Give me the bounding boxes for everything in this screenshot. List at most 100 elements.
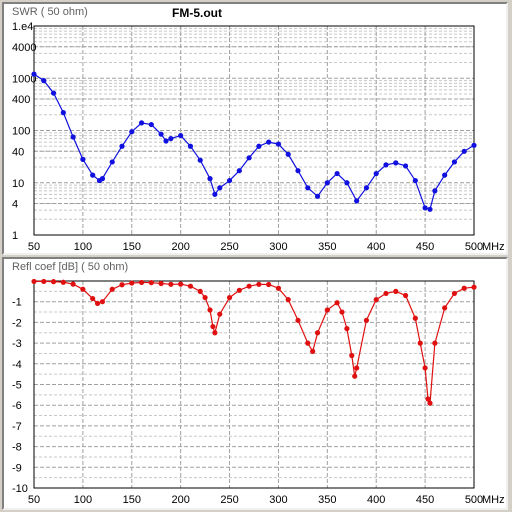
data-point: [236, 168, 242, 174]
data-point: [246, 283, 252, 289]
plot-frame: [33, 25, 475, 236]
x-tick-label: 350: [318, 241, 336, 253]
data-point: [70, 134, 76, 140]
data-point: [197, 288, 203, 294]
data-point: [471, 284, 477, 290]
data-point: [226, 177, 233, 184]
y-tick-label: -1: [12, 297, 22, 309]
data-point: [471, 142, 477, 148]
y-tick-label: 4000: [12, 42, 36, 54]
data-point: [310, 348, 316, 354]
data-point: [31, 71, 37, 77]
data-point: [305, 340, 311, 346]
swr-chart: 1 4 10 40 100 400 1000 4000 1.e4 50 100 150 200 250 30…: [12, 21, 505, 253]
x-tick-label: 500: [465, 494, 483, 506]
data-point: [373, 297, 379, 303]
data-point: [119, 282, 125, 288]
y-tick-label: 400: [12, 94, 30, 106]
data-point: [266, 139, 272, 145]
data-point: [148, 280, 154, 286]
data-point: [432, 340, 438, 346]
plot-frame: [33, 280, 475, 489]
data-point: [129, 129, 135, 135]
y-tick-label: -3: [12, 338, 22, 350]
data-point: [324, 307, 330, 313]
data-point: [417, 340, 423, 346]
swr-chart-panel: 1 4 10 40 100 400 1000 4000 1.e4 50 100 150 200 250 30…: [2, 2, 508, 255]
x-tick-label: 500: [465, 241, 483, 253]
data-point: [99, 299, 106, 305]
x-tick-label: 250: [220, 241, 238, 253]
data-point: [383, 162, 389, 168]
data-point: [352, 373, 358, 379]
data-point: [432, 188, 438, 194]
y-tick-label: 40: [12, 146, 24, 158]
data-point: [256, 143, 262, 149]
x-tick-label: 150: [123, 241, 141, 253]
data-point: [212, 191, 218, 197]
data-point: [212, 330, 218, 336]
data-point: [461, 148, 467, 154]
x-tick-label: 300: [269, 241, 287, 253]
y-tick-label: -10: [12, 483, 28, 495]
x-tick-label: 50: [28, 494, 40, 506]
data-point: [393, 160, 399, 166]
data-point: [187, 283, 194, 289]
data-point: [334, 170, 340, 177]
refl-axis-title: Refl coef [dB] ( 50 ohm): [12, 261, 129, 273]
data-point: [246, 155, 252, 161]
y-tick-label: 1000: [12, 73, 36, 85]
x-tick-label: 300: [269, 494, 287, 506]
data-point: [339, 309, 345, 315]
data-point: [158, 280, 164, 287]
y-tick-label: -5: [12, 380, 22, 392]
x-tick-label: 250: [220, 494, 238, 506]
data-point: [94, 300, 101, 306]
refl-chart-panel: -1 -2 -3 -4 -5 -6 -7 -8 -9 -10 50 100 150 200 250 300 35…: [2, 257, 508, 510]
data-point: [109, 286, 115, 292]
data-point: [197, 157, 203, 163]
x-tick-label: 350: [318, 494, 336, 506]
data-point: [425, 396, 431, 402]
data-point: [168, 135, 174, 142]
data-point: [50, 90, 57, 96]
y-tick-label: -7: [12, 421, 22, 433]
data-point: [256, 281, 262, 287]
data-point: [422, 205, 428, 211]
swr-axis-title: SWR ( 50 ohm): [12, 6, 88, 18]
x-tick-label: 450: [416, 241, 434, 253]
data-point: [285, 151, 291, 157]
data-point: [119, 143, 125, 149]
data-point: [187, 143, 194, 149]
data-point: [138, 120, 145, 126]
data-point: [60, 110, 66, 116]
data-point: [207, 176, 213, 182]
data-point: [295, 168, 301, 174]
x-tick-label: 100: [74, 241, 92, 253]
data-point: [178, 281, 184, 287]
y-tick-label: -2: [12, 317, 22, 329]
data-point: [266, 281, 272, 288]
data-point: [109, 159, 115, 165]
data-point: [442, 305, 448, 311]
x-tick-label: 100: [74, 494, 92, 506]
data-point: [168, 281, 174, 287]
data-point: [217, 311, 223, 317]
data-point: [314, 330, 321, 336]
x-tick-label: 400: [367, 494, 385, 506]
data-point: [202, 294, 208, 301]
data-point: [393, 288, 399, 294]
data-point: [60, 279, 66, 285]
data-point: [226, 294, 233, 301]
data-point: [354, 198, 360, 204]
data-point: [41, 78, 47, 84]
data-point: [442, 172, 448, 178]
data-point: [295, 317, 301, 323]
data-point: [427, 206, 433, 212]
data-point: [451, 290, 458, 297]
data-point: [210, 323, 216, 330]
data-point: [324, 180, 330, 186]
data-point: [344, 180, 350, 186]
y-tick-label: -6: [12, 400, 22, 412]
y-tick-label: 1: [12, 230, 18, 242]
